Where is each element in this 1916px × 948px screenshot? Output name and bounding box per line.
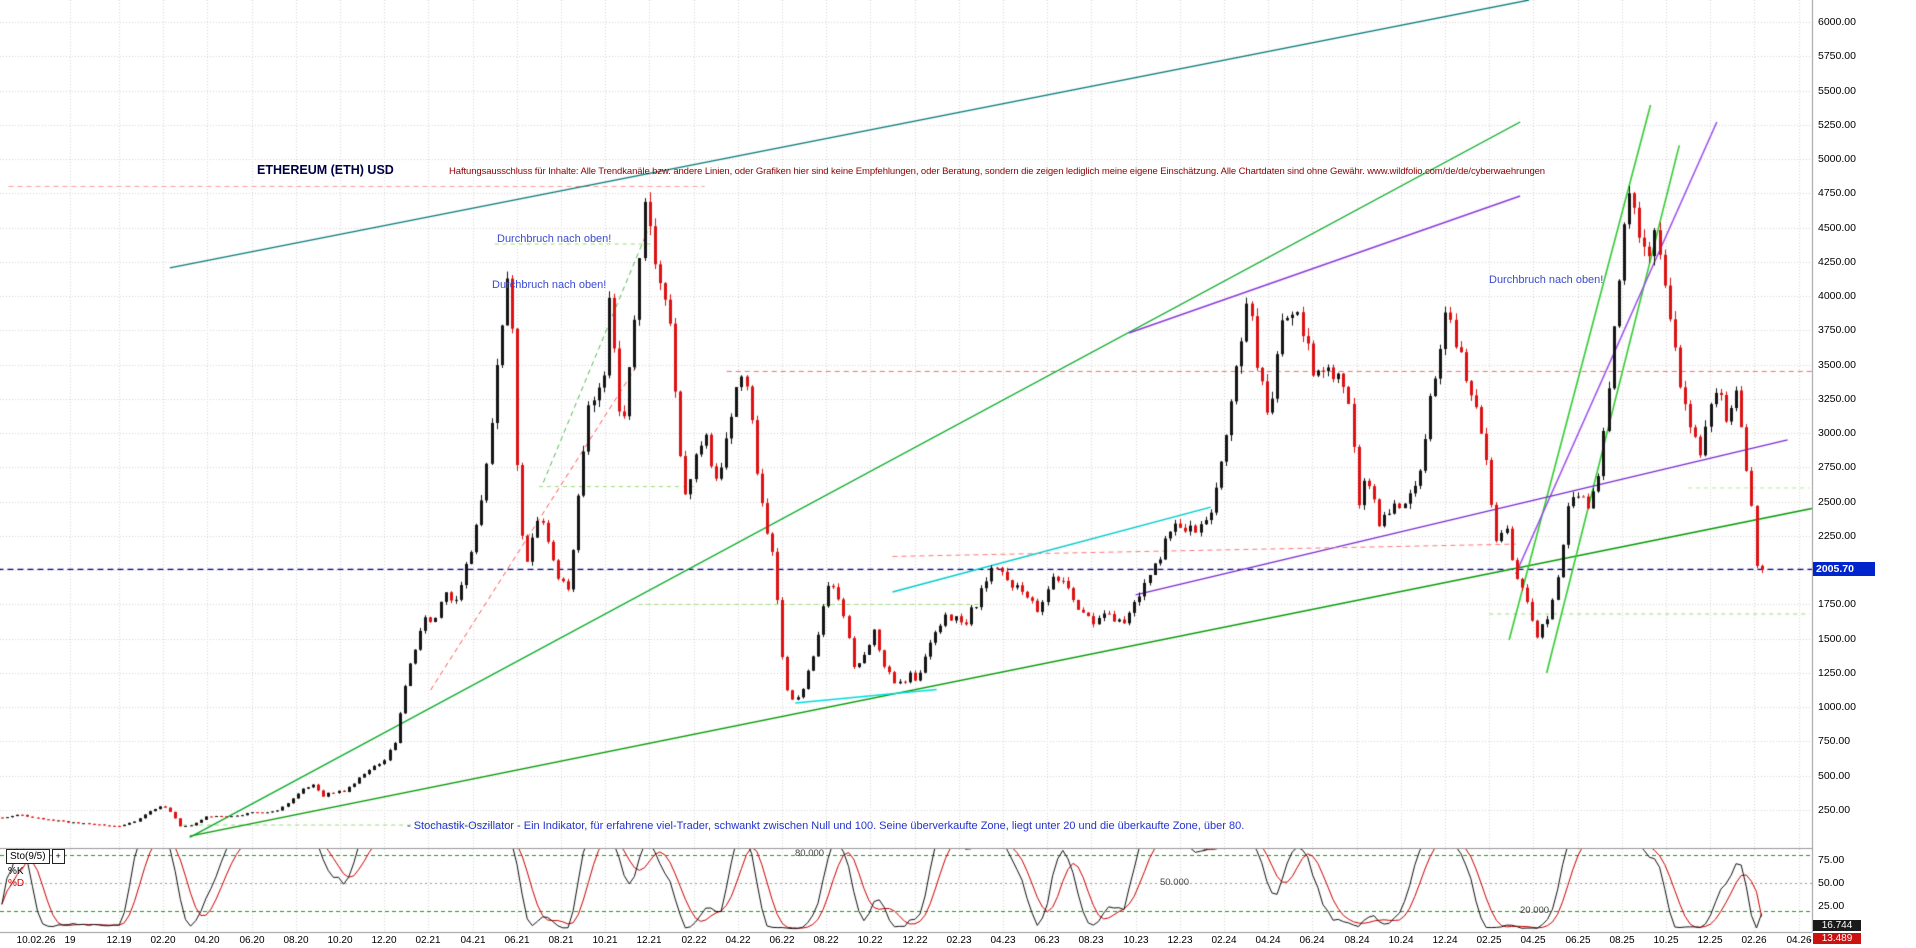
price-axis-label: 4750.00 — [1818, 187, 1856, 200]
date-axis-label: 10.22 — [857, 935, 883, 946]
price-axis-label: 4500.00 — [1818, 221, 1856, 234]
price-axis-label: 1500.00 — [1818, 632, 1856, 645]
date-axis-label: 08.23 — [1078, 935, 1104, 946]
stochastic-k-readout: 16.744 — [1813, 920, 1861, 931]
date-axis-label: 04.25 — [1520, 935, 1546, 946]
date-axis-label: 10.02.26 — [16, 935, 56, 946]
price-axis-label: 2250.00 — [1818, 529, 1856, 542]
price-axis-label: 2750.00 — [1818, 461, 1856, 474]
date-axis-label: 08.24 — [1344, 935, 1370, 946]
price-axis-label: 6000.00 — [1818, 16, 1856, 28]
price-axis-label: 750.00 — [1818, 735, 1851, 748]
date-axis-label: 08.21 — [548, 935, 574, 946]
price-axis-label: 3250.00 — [1818, 392, 1856, 405]
date-axis-label: - — [1808, 935, 1812, 946]
current-price-badge: 2005.70 — [1813, 562, 1875, 577]
price-axis-label: 1000.00 — [1818, 701, 1856, 714]
date-axis-label: 02.22 — [681, 935, 707, 946]
oscillator-level-label: 80.000 — [795, 847, 825, 859]
stochastic-k-label: %K — [8, 866, 24, 877]
date-axis-label: 10.21 — [592, 935, 618, 946]
price-axis-label: 5250.00 — [1818, 118, 1856, 131]
date-axis-label: 12.25 — [1697, 935, 1723, 946]
date-axis-label: 02.26 — [1741, 935, 1767, 946]
disclaimer-text: Haftungsausschluss für Inhalte: Alle Tre… — [449, 166, 1545, 177]
date-axis-label: 06.24 — [1299, 935, 1325, 946]
date-axis-label: 02.20 — [150, 935, 176, 946]
date-axis-label: 02.25 — [1476, 935, 1502, 946]
date-axis-label: 12.24 — [1432, 935, 1458, 946]
date-axis-label: 10.23 — [1123, 935, 1149, 946]
date-axis-label: 04.22 — [725, 935, 751, 946]
date-axis-label: 12.21 — [636, 935, 662, 946]
date-axis-label: 04.26 — [1786, 935, 1812, 946]
date-axis-label: 04.21 — [460, 935, 486, 946]
date-axis-label: 08.25 — [1609, 935, 1635, 946]
date-axis-label: 10.20 — [327, 935, 353, 946]
stochastic-d-readout: 13.489 — [1813, 933, 1861, 944]
stochastic-d-label: %D — [8, 878, 25, 889]
oscillator-name[interactable]: Sto(9/5) — [6, 849, 50, 864]
price-axis-label: 1250.00 — [1818, 666, 1856, 679]
stochastic-note: - Stochastik-Oszillator - Ein Indikator,… — [407, 820, 1245, 832]
price-axis-label: 2500.00 — [1818, 495, 1856, 508]
date-axis-label: 19 — [64, 935, 76, 946]
price-axis-label: 4000.00 — [1818, 290, 1856, 303]
date-axis-label: 06.21 — [504, 935, 530, 946]
oscillator-axis-label: 25.00 — [1818, 900, 1845, 912]
date-axis-label: 06.20 — [239, 935, 265, 946]
price-axis-label: 3500.00 — [1818, 358, 1856, 371]
date-axis-label: 04.23 — [990, 935, 1016, 946]
oscillator-legend: Sto(9/5) + — [6, 849, 65, 864]
price-axis-label: 250.00 — [1818, 803, 1851, 816]
oscillator-level-label: 50.000 — [1160, 877, 1190, 889]
breakout-annotation: Durchbruch nach oben! — [497, 233, 612, 245]
price-axis-label: 1750.00 — [1818, 598, 1856, 611]
date-axis-label: 10.25 — [1653, 935, 1679, 946]
date-axis-label: 02.23 — [946, 935, 972, 946]
date-axis-label: 12.23 — [1167, 935, 1193, 946]
date-axis-label: 10.24 — [1388, 935, 1414, 946]
oscillator-axis-label: 75.00 — [1818, 854, 1845, 866]
date-axis-label: 12.19 — [106, 935, 132, 946]
date-axis-label: 12.20 — [371, 935, 397, 946]
chart-title: ETHEREUM (ETH) USD — [257, 163, 394, 177]
price-axis-label: 500.00 — [1818, 769, 1851, 782]
date-axis-label: 06.22 — [769, 935, 795, 946]
date-axis-label: 06.25 — [1565, 935, 1591, 946]
date-axis-label: 12.22 — [902, 935, 928, 946]
price-axis-label: 3750.00 — [1818, 324, 1856, 337]
date-axis-label: 04.24 — [1255, 935, 1281, 946]
price-axis-label: 4250.00 — [1818, 255, 1856, 268]
oscillator-level-label: 20.000 — [1520, 904, 1550, 916]
oscillator-expand-button[interactable]: + — [51, 849, 65, 864]
price-axis-label: 5500.00 — [1818, 84, 1856, 97]
price-axis-label: 3000.00 — [1818, 427, 1856, 440]
date-axis-label: 02.21 — [415, 935, 441, 946]
date-axis-label: 02.24 — [1211, 935, 1237, 946]
price-axis-label: 5750.00 — [1818, 50, 1856, 63]
date-axis-label: 06.23 — [1034, 935, 1060, 946]
price-axis-label: 5000.00 — [1818, 153, 1856, 166]
breakout-annotation: Durchbruch nach oben! — [1489, 274, 1604, 286]
date-axis-label: 04.20 — [194, 935, 220, 946]
date-axis-label: 08.22 — [813, 935, 839, 946]
date-axis-label: 08.20 — [283, 935, 309, 946]
breakout-annotation: Durchbruch nach oben! — [492, 279, 607, 291]
oscillator-axis-label: 50.00 — [1818, 877, 1845, 889]
